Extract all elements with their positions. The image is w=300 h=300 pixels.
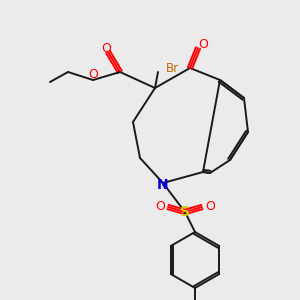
Text: S: S <box>180 205 190 219</box>
Text: N: N <box>157 178 169 192</box>
Text: O: O <box>101 43 111 56</box>
Text: O: O <box>198 38 208 52</box>
Text: O: O <box>155 200 165 214</box>
Text: Br: Br <box>166 61 179 74</box>
Text: O: O <box>88 68 98 82</box>
Text: O: O <box>205 200 215 214</box>
